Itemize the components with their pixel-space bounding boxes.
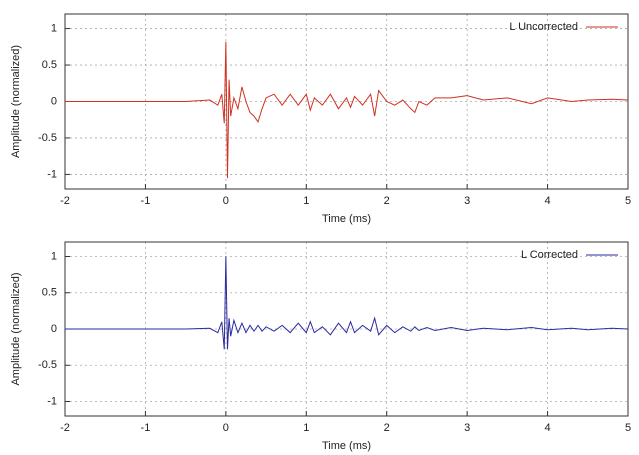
x-tick-label: 2 <box>384 422 390 434</box>
x-tick-label: -1 <box>141 195 151 207</box>
x-tick-label: 5 <box>625 422 631 434</box>
x-tick-label: 4 <box>545 195 551 207</box>
x-tick-label: 4 <box>545 422 551 434</box>
x-tick-label: 1 <box>303 195 309 207</box>
x-axis-label: Time (ms) <box>322 213 371 225</box>
y-tick-label: 1 <box>51 22 57 34</box>
x-tick-label: 3 <box>464 422 470 434</box>
x-tick-label: -1 <box>141 422 151 434</box>
y-tick-label: -1 <box>47 168 57 180</box>
y-tick-label: 1 <box>51 250 57 262</box>
x-tick-label: 0 <box>223 195 229 207</box>
y-axis-label: Amplitude (normalized) <box>10 45 22 158</box>
y-tick-label: 0.5 <box>42 59 57 71</box>
x-axis-label: Time (ms) <box>322 440 371 452</box>
y-tick-label: 0 <box>51 95 57 107</box>
x-tick-label: -2 <box>60 195 70 207</box>
x-tick-label: 2 <box>384 195 390 207</box>
x-tick-label: -2 <box>60 422 70 434</box>
x-tick-label: 1 <box>303 422 309 434</box>
y-tick-label: 0 <box>51 323 57 335</box>
data-line <box>65 256 629 350</box>
y-tick-label: -1 <box>47 395 57 407</box>
y-axis-label: Amplitude (normalized) <box>10 272 22 385</box>
x-tick-label: 0 <box>223 422 229 434</box>
x-tick-label: 5 <box>625 195 631 207</box>
legend-label: L Uncorrected <box>509 21 578 33</box>
y-tick-label: -0.5 <box>38 359 57 371</box>
data-line <box>65 41 629 179</box>
legend-label: L Corrected <box>521 249 578 261</box>
y-tick-label: 0.5 <box>42 287 57 299</box>
y-tick-label: -0.5 <box>38 132 57 144</box>
x-tick-label: 3 <box>464 195 470 207</box>
